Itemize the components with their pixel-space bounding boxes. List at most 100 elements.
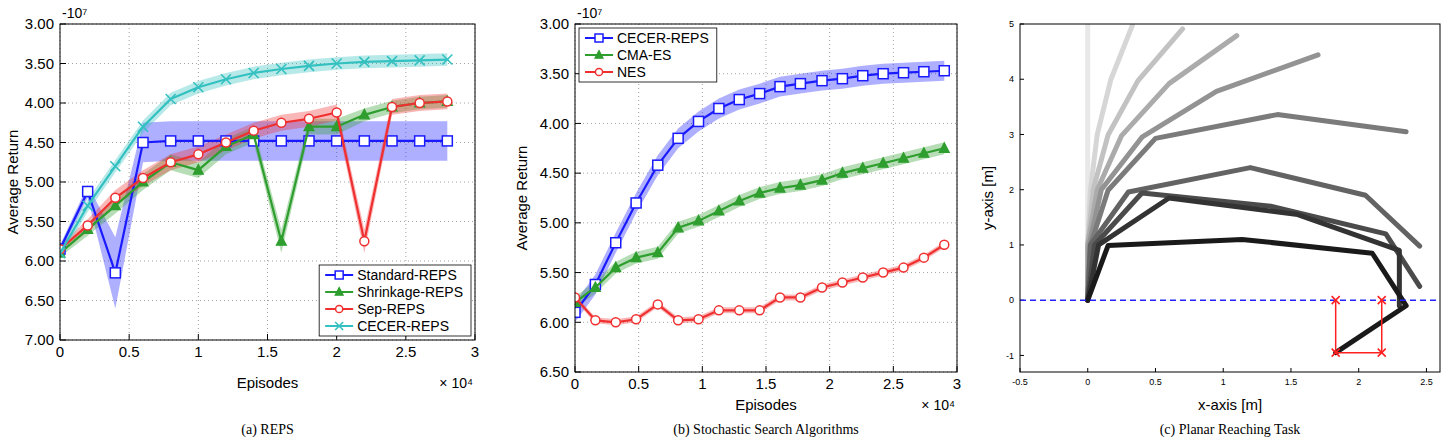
marker <box>939 143 949 153</box>
marker <box>940 240 949 249</box>
marker <box>735 306 744 315</box>
marker <box>222 138 231 147</box>
tick <box>1020 355 1024 356</box>
tick <box>1155 368 1156 372</box>
tick-label: 6.00 <box>540 314 569 331</box>
marker <box>837 74 847 84</box>
tick <box>60 261 66 262</box>
marker <box>83 201 93 211</box>
marker <box>653 160 663 170</box>
tick-label: 1 <box>1221 377 1226 387</box>
marker <box>221 74 231 84</box>
marker <box>879 268 888 277</box>
axis-multiplier: -10⁷ <box>62 5 87 21</box>
tick-label: 0.5 <box>119 343 140 360</box>
marker <box>139 174 148 183</box>
marker <box>590 282 600 292</box>
x-axis-title: x-axis [m] <box>1198 396 1262 413</box>
marker <box>83 221 92 230</box>
axis-multiplier: × 10⁴ <box>439 375 473 391</box>
panel: -0.500.511.522.5-1012345x-axis [m]y-axis… <box>979 19 1440 438</box>
series-line <box>1088 168 1420 301</box>
error-band <box>60 95 447 257</box>
marker <box>755 89 765 99</box>
legend: Standard-REPSShrinkage-REPSSep-REPSCECER… <box>319 265 471 336</box>
marker <box>631 252 641 261</box>
marker <box>249 126 258 135</box>
marker <box>734 195 744 205</box>
tick <box>60 103 66 104</box>
tick-label: 4.00 <box>25 94 54 111</box>
tick <box>893 366 894 372</box>
marker <box>276 136 286 146</box>
data-group <box>1020 24 1440 357</box>
error-band <box>60 94 447 254</box>
legend: CECER-REPSCMA-ESNES <box>579 28 717 82</box>
marker <box>332 59 342 69</box>
tick <box>575 272 581 273</box>
tick-label: 4 <box>1009 74 1014 84</box>
marker <box>110 161 120 171</box>
tick-label: 1.5 <box>1285 377 1298 387</box>
tick-label: 0.5 <box>628 375 649 392</box>
legend-marker <box>335 322 343 330</box>
marker <box>591 316 600 325</box>
tick-label: 4.50 <box>540 164 569 181</box>
series-line <box>60 101 447 249</box>
tick-label: 3 <box>1009 130 1014 140</box>
marker <box>359 57 369 67</box>
marker <box>775 82 785 92</box>
marker <box>919 253 928 262</box>
tick-label: 0 <box>1085 377 1090 387</box>
series-line <box>1336 300 1382 352</box>
marker <box>838 278 847 287</box>
marker <box>359 136 369 146</box>
panel: 00.511.522.533.003.504.004.505.005.506.0… <box>4 5 479 438</box>
legend-marker <box>335 288 343 296</box>
marker <box>1378 296 1386 304</box>
marker <box>387 56 397 66</box>
legend-marker <box>595 68 602 75</box>
marker <box>714 306 723 315</box>
marker <box>305 114 314 123</box>
plot-background <box>1020 24 1440 372</box>
marker <box>276 236 286 246</box>
legend-marker <box>595 51 603 59</box>
tick <box>1290 368 1291 372</box>
marker <box>575 307 580 317</box>
tick <box>1020 189 1024 190</box>
tick <box>60 182 66 183</box>
tick <box>1020 134 1024 135</box>
marker <box>899 263 908 272</box>
tick-label: 6.50 <box>25 292 54 309</box>
tick-label: 4.00 <box>540 115 569 132</box>
marker <box>611 238 621 248</box>
marker <box>332 136 342 146</box>
tick-label: 2.5 <box>1420 377 1433 387</box>
marker <box>776 293 785 302</box>
tick <box>575 222 581 223</box>
y-axis-title: Average Return <box>513 146 530 251</box>
tick-label: 3.00 <box>540 15 569 32</box>
marker <box>939 66 949 76</box>
marker <box>1378 349 1386 357</box>
marker <box>60 248 65 258</box>
marker <box>755 188 765 198</box>
grid-line <box>575 173 957 174</box>
marker <box>818 283 827 292</box>
marker <box>387 101 397 111</box>
tick-label: 5.50 <box>540 264 569 281</box>
marker <box>653 247 663 256</box>
legend-marker <box>335 271 343 279</box>
marker <box>359 109 369 119</box>
error-band <box>575 242 944 326</box>
error-band <box>575 142 944 308</box>
marker <box>755 306 764 315</box>
tick-label: 3.50 <box>540 65 569 82</box>
marker <box>795 79 805 89</box>
legend-marker <box>336 305 343 312</box>
marker <box>694 116 704 126</box>
tick-label: 0 <box>1009 295 1014 305</box>
grid-line <box>766 24 767 372</box>
axis-multiplier: × 10⁴ <box>921 397 955 413</box>
